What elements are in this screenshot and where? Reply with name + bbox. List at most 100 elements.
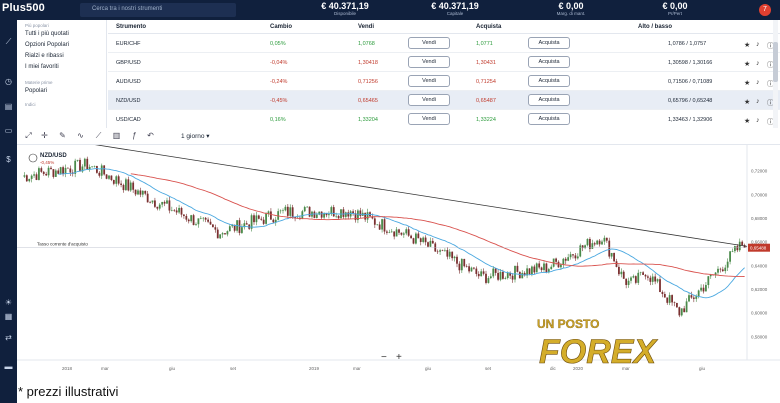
sell-button[interactable]: Vendi — [408, 113, 450, 125]
sidebar-item-popular-options[interactable]: Opzioni Popolari — [25, 42, 70, 48]
info-icon[interactable]: ⓘ — [767, 81, 774, 88]
col-instrument[interactable]: Strumento — [116, 24, 146, 30]
trendline-icon[interactable]: ⟋ — [95, 131, 102, 140]
candle-body — [700, 287, 702, 291]
clock-icon[interactable]: ◷ — [5, 77, 12, 86]
candle-body — [274, 219, 277, 223]
candle-body — [137, 190, 139, 195]
candle-body — [531, 266, 533, 275]
funds-icon[interactable]: $ — [6, 155, 11, 164]
info-icon[interactable]: ⓘ — [767, 62, 774, 69]
y-tick-label: 0,70000 — [751, 192, 768, 197]
wallet-icon[interactable]: ▭ — [4, 126, 13, 135]
candle-body — [303, 207, 306, 212]
candle-body — [127, 179, 130, 191]
candle-body — [117, 176, 120, 184]
candle-body — [398, 229, 400, 233]
sidebar-item-most-traded[interactable]: Tutti i più quotati — [25, 31, 69, 37]
buy-button[interactable]: Acquista — [528, 113, 570, 125]
col-high-low[interactable]: Alto / basso — [638, 24, 673, 30]
search-input[interactable]: Cerca tra i nostri strumenti — [80, 3, 236, 17]
zoom-out-button[interactable]: − — [381, 352, 387, 363]
table-row[interactable]: EUR/CHF 0,05% 1,0768 Vendi 1,0771 Acquista 1,0… — [108, 34, 780, 53]
chart-svg[interactable]: 0,72000 0,70000 0,68000 0,66000 0,64000 0,620… — [17, 144, 780, 373]
candle-body — [567, 257, 570, 261]
buy-button[interactable]: Acquista — [528, 94, 570, 106]
candle-type-icon[interactable]: ▥ — [112, 131, 121, 140]
table-row[interactable]: AUD/USD -0,24% 0,71256 Vendi 0,71254 Acquista… — [108, 72, 780, 91]
buy-button[interactable]: Acquista — [528, 56, 570, 68]
sell-button[interactable]: Vendi — [408, 56, 450, 68]
candle-body — [332, 207, 335, 217]
switch-icon[interactable]: ⇄ — [5, 333, 12, 342]
candle-body — [470, 267, 473, 272]
user-avatar[interactable]: 7 — [759, 4, 771, 16]
candle-body — [586, 238, 589, 246]
candle-body — [690, 295, 693, 298]
calculator-icon[interactable]: ▦ — [4, 312, 13, 321]
candle-body — [731, 251, 734, 252]
undo-icon[interactable]: ↶ — [147, 131, 154, 140]
star-icon[interactable]: ★ — [744, 61, 751, 68]
bell-icon[interactable]: ♪ — [756, 98, 760, 105]
chart-icon[interactable]: ⟋ — [5, 37, 12, 46]
brightness-icon[interactable]: ☀ — [4, 298, 13, 307]
crosshair-icon[interactable]: ✛ — [41, 131, 48, 140]
candle-body — [214, 227, 217, 230]
price-chart[interactable]: 0,72000 0,70000 0,68000 0,66000 0,64000 0,620… — [17, 144, 780, 373]
candle-body — [52, 169, 55, 177]
info-icon[interactable]: ⓘ — [767, 43, 774, 50]
col-sell[interactable]: Vendi — [358, 24, 375, 30]
table-row[interactable]: USD/CAD 0,16% 1,33204 Vendi 1,33224 Acquista 1… — [108, 110, 780, 128]
buy-button[interactable]: Acquista — [528, 75, 570, 87]
watermark-text-bottom: FOREX — [539, 333, 658, 371]
info-icon[interactable]: ⓘ — [767, 100, 774, 107]
sidebar-item-risers-fallers[interactable]: Rialzi e ribassi — [25, 53, 64, 59]
candle-body — [166, 200, 168, 204]
zoom-in-button[interactable]: + — [396, 352, 402, 363]
col-change[interactable]: Cambio — [270, 24, 293, 30]
candle-body — [62, 167, 64, 175]
x-tick-label: mar — [353, 366, 361, 371]
bell-icon[interactable]: ♪ — [756, 41, 760, 48]
star-icon[interactable]: ★ — [744, 118, 751, 125]
function-icon[interactable]: ƒ — [132, 131, 137, 140]
sidebar-item-favorites[interactable]: I miei favoriti — [25, 64, 59, 70]
candle-body — [344, 212, 347, 217]
candle-body — [475, 268, 478, 274]
sell-price: 1,33204 — [358, 117, 378, 123]
candle-body — [376, 224, 379, 226]
buy-price: 0,65487 — [476, 98, 496, 104]
star-icon[interactable]: ★ — [744, 42, 751, 49]
candle-body — [497, 272, 499, 280]
sell-button[interactable]: Vendi — [408, 94, 450, 106]
star-icon[interactable]: ★ — [744, 99, 751, 106]
bell-icon[interactable]: ♪ — [756, 60, 760, 67]
buy-button[interactable]: Acquista — [528, 37, 570, 49]
candle-body — [228, 226, 231, 232]
sell-button[interactable]: Vendi — [408, 37, 450, 49]
period-selector[interactable]: 1 giorno ▾ — [181, 133, 210, 140]
candle-body — [673, 302, 676, 304]
indicator-icon[interactable]: ∿ — [77, 131, 84, 140]
table-row[interactable]: GBP/USD -0,04% 1,30418 Vendi 1,30431 Acquista… — [108, 53, 780, 72]
table-row[interactable]: NZD/USD -0,45% 0,65465 Vendi 0,65487 Acquista… — [108, 91, 780, 110]
star-icon[interactable]: ★ — [744, 80, 751, 87]
candle-body — [523, 272, 526, 276]
bell-icon[interactable]: ♪ — [756, 117, 760, 124]
chat-icon[interactable]: ▬ — [4, 362, 13, 371]
orders-icon[interactable]: ▤ — [4, 102, 13, 111]
candle-body — [562, 258, 565, 265]
table-scrollbar-thumb[interactable] — [773, 42, 778, 82]
candle-body — [195, 224, 197, 226]
sidebar-item-commodities-popular[interactable]: Popolari — [25, 88, 48, 94]
info-icon[interactable]: ⓘ — [767, 119, 774, 126]
col-buy[interactable]: Acquista — [476, 24, 502, 30]
sell-button[interactable]: Vendi — [408, 75, 450, 87]
fullscreen-icon[interactable]: ⤢ — [25, 131, 32, 140]
candle-body — [431, 240, 434, 244]
candle-body — [393, 231, 396, 237]
draw-icon[interactable]: ✎ — [59, 131, 66, 140]
bell-icon[interactable]: ♪ — [756, 79, 760, 86]
candle-body — [185, 215, 188, 220]
